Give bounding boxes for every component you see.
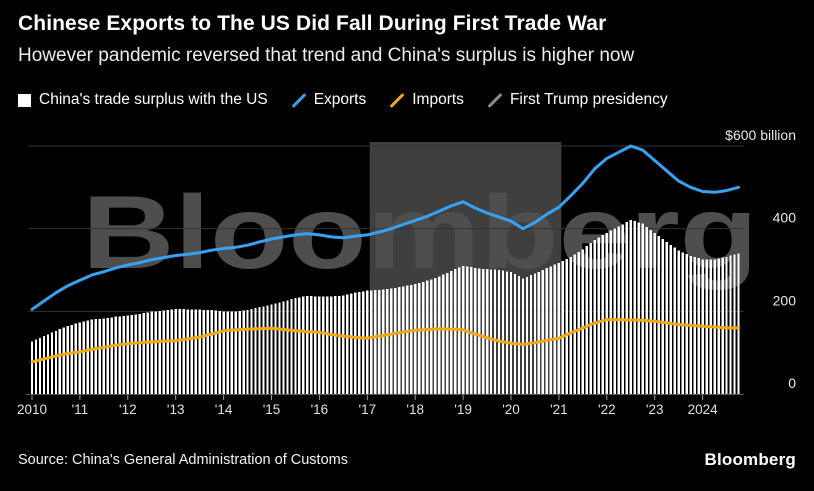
svg-text:'16: '16 <box>311 402 329 417</box>
chart-canvas: Bloomberg $600 billion 400 200 0 2010 '11 '12 '1… <box>17 127 797 417</box>
bloomberg-logo: Bloomberg <box>704 450 796 469</box>
svg-text:'22: '22 <box>598 402 616 417</box>
svg-text:'18: '18 <box>406 402 424 417</box>
svg-text:'13: '13 <box>167 402 185 417</box>
surplus-square-swatch-icon <box>18 93 31 107</box>
exports-slash-swatch-icon <box>291 93 307 108</box>
svg-text:2024: 2024 <box>688 402 719 417</box>
legend-label-imports: Imports <box>412 91 464 108</box>
svg-text:400: 400 <box>773 210 797 226</box>
svg-text:'11: '11 <box>72 402 89 417</box>
trump-presidency-slash-swatch-icon <box>487 93 503 108</box>
imports-slash-swatch-icon <box>389 93 405 108</box>
legend-item-surplus: China's trade surplus with the US <box>18 91 268 109</box>
svg-text:'20: '20 <box>502 402 520 417</box>
legend: China's trade surplus with the US Export… <box>18 91 668 109</box>
svg-text:'15: '15 <box>263 402 281 417</box>
legend-item-exports: Exports <box>291 91 367 109</box>
svg-text:'23: '23 <box>646 402 664 417</box>
legend-label-surplus: China's trade surplus with the US <box>39 91 268 108</box>
legend-label-trump-presidency: First Trump presidency <box>509 91 668 108</box>
legend-item-imports: Imports <box>389 91 464 109</box>
svg-text:200: 200 <box>773 292 797 308</box>
svg-text:$600 billion: $600 billion <box>725 127 796 143</box>
svg-text:'21: '21 <box>550 402 568 417</box>
chart-title: Chinese Exports to The US Did Fall Durin… <box>18 12 607 35</box>
svg-text:0: 0 <box>788 375 796 391</box>
legend-item-trump-presidency: First Trump presidency <box>487 91 668 109</box>
legend-label-exports: Exports <box>313 91 367 108</box>
svg-text:2010: 2010 <box>17 402 47 417</box>
chart-subtitle: However pandemic reversed that trend and… <box>18 45 635 66</box>
svg-text:'19: '19 <box>454 402 472 417</box>
svg-text:Bloomberg: Bloomberg <box>82 175 758 291</box>
svg-text:'12: '12 <box>119 402 137 417</box>
source-note: Source: China's General Administration o… <box>18 452 348 468</box>
svg-text:'14: '14 <box>215 402 233 417</box>
svg-text:'17: '17 <box>359 402 377 417</box>
